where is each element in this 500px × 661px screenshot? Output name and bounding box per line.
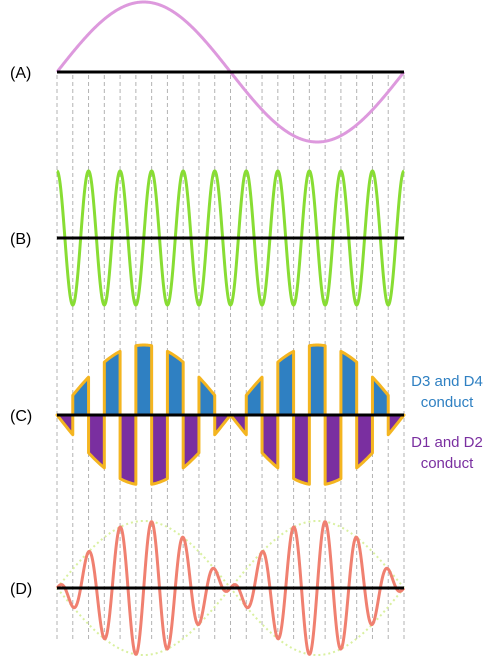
legend-d34-line2: conduct bbox=[421, 394, 474, 411]
panel-label-d: (D) bbox=[10, 581, 32, 598]
d3-d4-conduction-segment bbox=[339, 349, 359, 417]
d1-d2-conduction-segment bbox=[213, 413, 232, 437]
d3-d4-conduction-segment bbox=[165, 349, 185, 417]
d1-d2-conduction-segment bbox=[87, 413, 106, 470]
legend-d34-line1: D3 and D4 bbox=[411, 373, 483, 390]
d3-d4-conduction-segment bbox=[370, 375, 390, 417]
legend-d12-line1: D1 and D2 bbox=[411, 434, 483, 451]
d1-d2-conduction-segment bbox=[150, 413, 169, 486]
panel-b: (B) bbox=[10, 169, 405, 307]
d1-d2-conduction-segment bbox=[260, 413, 280, 470]
d1-d2-conduction-segment bbox=[386, 413, 406, 437]
panel-a: (A) bbox=[10, 0, 406, 144]
d3-d4-conduction-segment bbox=[276, 349, 296, 417]
d3-d4-conduction-segment bbox=[307, 343, 327, 417]
d1-d2-conduction-segment bbox=[229, 413, 248, 437]
d1-d2-conduction-segment bbox=[55, 413, 75, 437]
d1-d2-conduction-segment bbox=[323, 413, 343, 486]
d1-d2-conduction-segment bbox=[181, 413, 201, 470]
d1-d2-conduction-segment bbox=[118, 413, 138, 486]
panel-label-b: (B) bbox=[10, 231, 31, 248]
panel-label-c: (C) bbox=[10, 408, 32, 425]
d1-d2-conduction-segment bbox=[355, 413, 374, 470]
panel-label-a: (A) bbox=[10, 65, 31, 82]
legend-d12-line2: conduct bbox=[421, 455, 474, 472]
d3-d4-conduction-segment bbox=[134, 343, 154, 417]
d3-d4-conduction-segment bbox=[102, 349, 122, 417]
panel-c: (C) D3 and D4 conduct D1 and D2 conduct bbox=[10, 343, 483, 486]
conduction-segments bbox=[55, 343, 406, 486]
d3-d4-conduction-segment bbox=[197, 375, 217, 417]
d1-d2-conduction-segment bbox=[292, 413, 311, 486]
d3-d4-conduction-segment bbox=[71, 375, 91, 417]
carrier-signal-wave bbox=[56, 169, 405, 307]
d3-d4-conduction-segment bbox=[244, 375, 264, 417]
panel-d: (D) bbox=[10, 519, 406, 657]
